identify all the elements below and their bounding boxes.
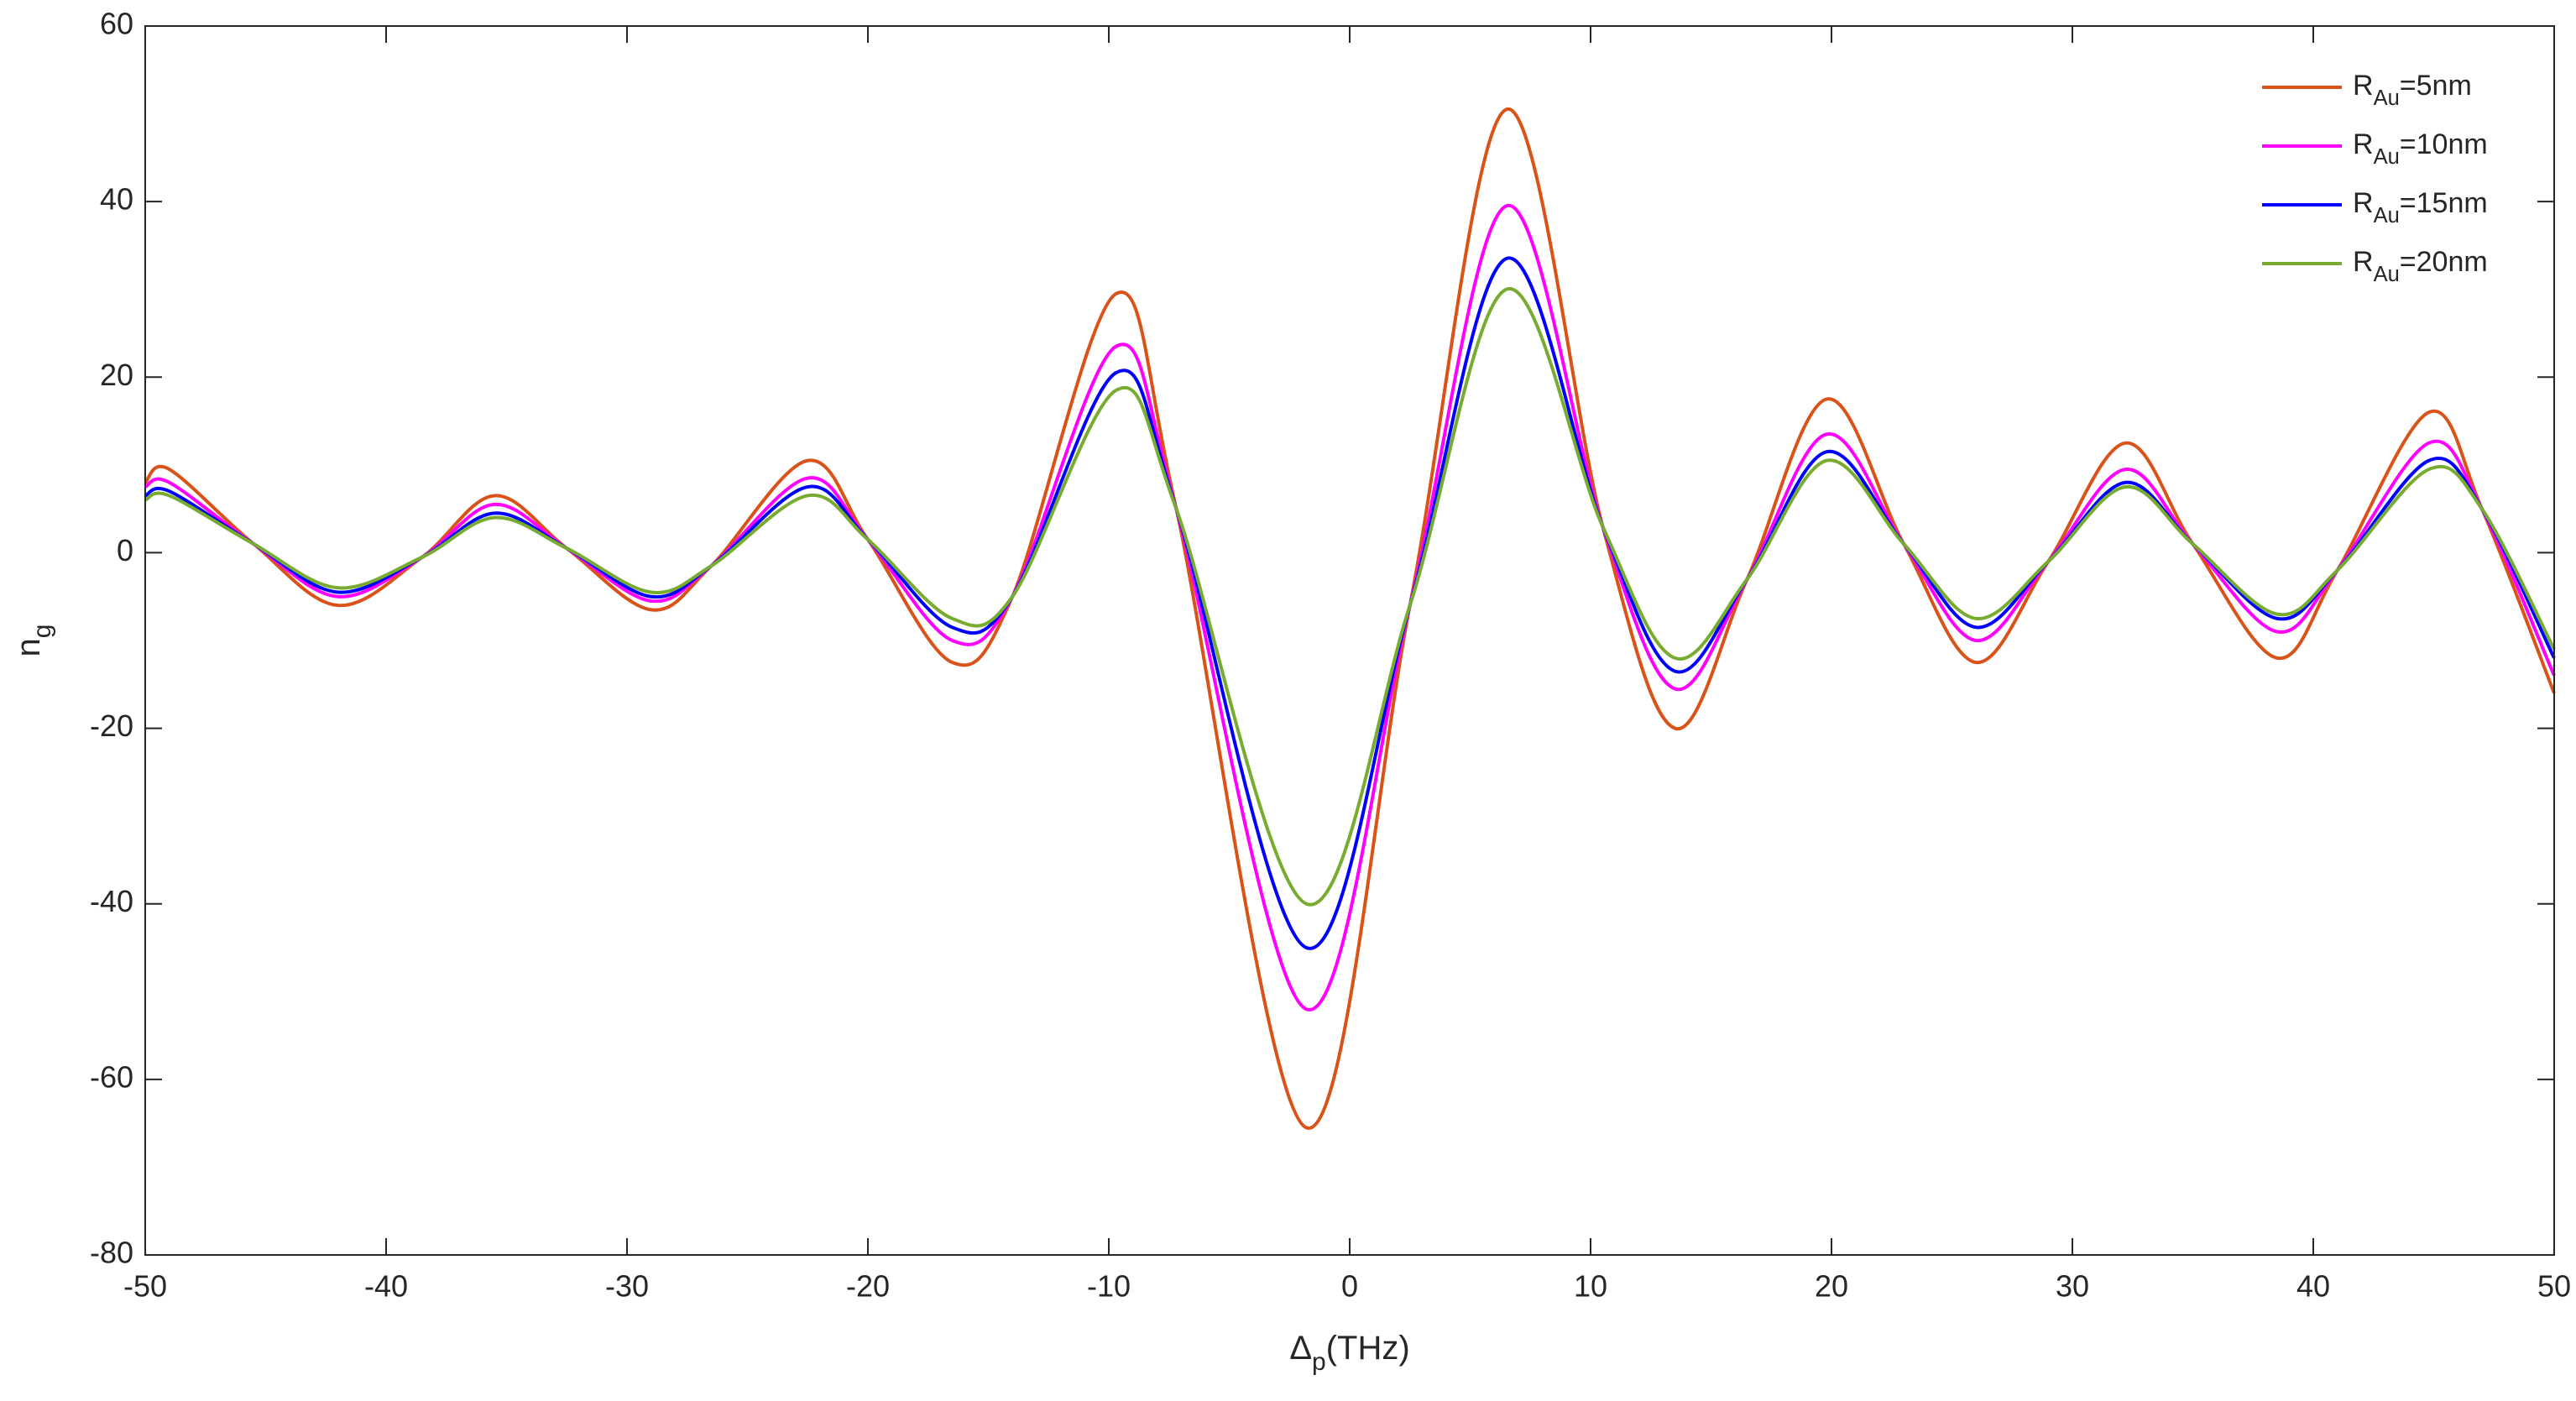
y-tick-label: 0 (117, 533, 133, 567)
plot-frame (144, 25, 2555, 1256)
x-tick-label: -30 (605, 1269, 649, 1304)
x-tick-label: 0 (1341, 1269, 1358, 1304)
x-tick-label: 10 (1574, 1269, 1607, 1304)
y-tick-label: 60 (100, 7, 133, 41)
series-line (144, 107, 2556, 1130)
y-axis-label: ng (10, 625, 57, 657)
x-tick-label: -20 (846, 1269, 890, 1304)
x-tick-label: -50 (123, 1269, 167, 1304)
y-tick-label: -20 (90, 708, 133, 743)
x-tick-label: 50 (2537, 1269, 2571, 1304)
series-line (144, 287, 2556, 907)
y-tick-label: 40 (100, 182, 133, 217)
x-tick-label: 30 (2056, 1269, 2089, 1304)
x-tick-label: -10 (1087, 1269, 1131, 1304)
legend-label: RAu=5nm (2353, 70, 2472, 110)
x-tick-label: 40 (2296, 1269, 2330, 1304)
legend-label: RAu=15nm (2353, 187, 2488, 227)
legend-label: RAu=10nm (2353, 128, 2488, 169)
y-tick-label: -60 (90, 1059, 133, 1094)
y-tick-label: 20 (100, 358, 133, 392)
x-tick-label: -40 (364, 1269, 408, 1304)
series-line (144, 204, 2556, 1012)
series-line (144, 256, 2556, 950)
legend-label: RAu=20nm (2353, 246, 2488, 286)
x-axis-label: Δp(THz) (1289, 1330, 1409, 1377)
x-tick-label: 20 (1815, 1269, 1848, 1304)
y-tick-label: -40 (90, 884, 133, 918)
y-tick-label: -80 (90, 1236, 133, 1270)
